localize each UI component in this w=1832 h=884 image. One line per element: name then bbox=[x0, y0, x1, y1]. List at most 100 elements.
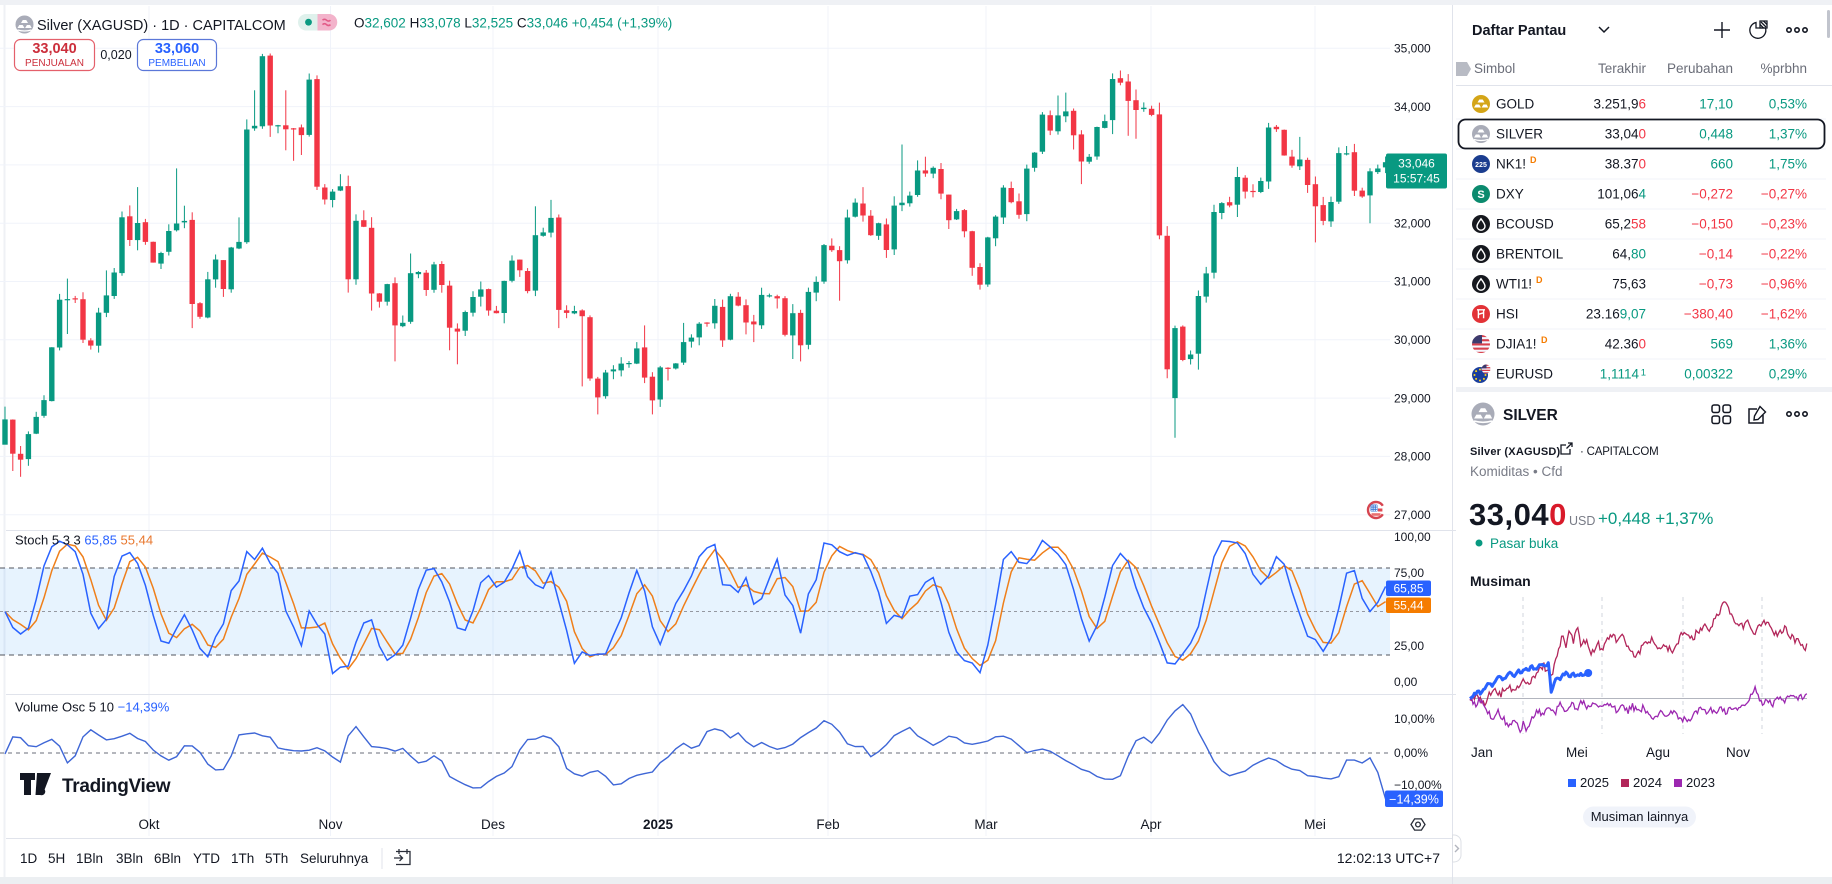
svg-text:Terakhir: Terakhir bbox=[1598, 61, 1647, 76]
svg-text:1,37%: 1,37% bbox=[1769, 127, 1807, 142]
svg-text:225: 225 bbox=[1475, 162, 1487, 169]
svg-text:DJIA1!: DJIA1! bbox=[1496, 337, 1537, 352]
svg-text:Nov: Nov bbox=[1726, 745, 1750, 760]
svg-text:33,040: 33,040 bbox=[32, 41, 76, 57]
svg-text:SILVER: SILVER bbox=[1503, 407, 1558, 424]
svg-text:25,00: 25,00 bbox=[1394, 639, 1424, 653]
svg-text:Mei: Mei bbox=[1304, 817, 1326, 832]
svg-text:S: S bbox=[1477, 189, 1484, 201]
svg-text:+0,448 +1,37%: +0,448 +1,37% bbox=[1598, 509, 1713, 528]
svg-text:27,000: 27,000 bbox=[1394, 508, 1431, 522]
svg-text:15:57:45: 15:57:45 bbox=[1393, 172, 1440, 186]
svg-text:NK1!: NK1! bbox=[1496, 157, 1526, 172]
svg-text:33,040: 33,040 bbox=[1605, 127, 1646, 142]
svg-text:660: 660 bbox=[1710, 157, 1733, 172]
svg-text:1Bln: 1Bln bbox=[76, 851, 103, 866]
svg-text:Musiman: Musiman bbox=[1470, 573, 1531, 589]
svg-text:DXY: DXY bbox=[1496, 187, 1524, 202]
svg-text:Komiditas • Cfd: Komiditas • Cfd bbox=[1470, 464, 1563, 479]
svg-text:TradingView: TradingView bbox=[62, 776, 171, 797]
svg-text:Seluruhnya: Seluruhnya bbox=[300, 851, 369, 866]
svg-text:−0,96%: −0,96% bbox=[1761, 277, 1807, 292]
svg-text:64,80: 64,80 bbox=[1612, 247, 1646, 262]
svg-text:%prbhn: %prbhn bbox=[1760, 61, 1807, 76]
svg-text:0,00%: 0,00% bbox=[1394, 746, 1428, 760]
svg-text:101,064: 101,064 bbox=[1597, 187, 1646, 202]
svg-text:D: D bbox=[1530, 155, 1537, 165]
svg-text:1D: 1D bbox=[20, 851, 38, 866]
svg-text:6Bln: 6Bln bbox=[154, 851, 181, 866]
svg-text:3Bln: 3Bln bbox=[116, 851, 143, 866]
svg-text:HSI: HSI bbox=[1496, 307, 1519, 322]
svg-text:0,53%: 0,53% bbox=[1769, 97, 1807, 112]
svg-text:−0,23%: −0,23% bbox=[1761, 217, 1807, 232]
svg-text:0,29%: 0,29% bbox=[1769, 367, 1807, 382]
svg-text:−1,62%: −1,62% bbox=[1761, 307, 1807, 322]
svg-text:33,060: 33,060 bbox=[155, 41, 199, 57]
svg-text:17,10: 17,10 bbox=[1699, 97, 1733, 112]
svg-text:GOLD: GOLD bbox=[1496, 97, 1535, 112]
svg-text:0,020: 0,020 bbox=[100, 48, 131, 62]
svg-text:35,000: 35,000 bbox=[1394, 42, 1431, 56]
svg-text:Agu: Agu bbox=[1646, 745, 1670, 760]
svg-text:BRENTOIL: BRENTOIL bbox=[1496, 247, 1564, 262]
svg-text:1,75%: 1,75% bbox=[1769, 157, 1807, 172]
svg-text:−0,14: −0,14 bbox=[1699, 247, 1734, 262]
svg-text:5Th: 5Th bbox=[265, 851, 288, 866]
svg-text:1,1114: 1,1114 bbox=[1600, 367, 1640, 382]
svg-text:Nov: Nov bbox=[318, 817, 342, 832]
svg-text:23.169,07: 23.169,07 bbox=[1586, 307, 1646, 322]
svg-text:2025: 2025 bbox=[643, 817, 674, 832]
svg-text:−0,272: −0,272 bbox=[1691, 187, 1733, 202]
svg-text:5H: 5H bbox=[48, 851, 65, 866]
svg-text:Silver (XAGUSD): Silver (XAGUSD) bbox=[1470, 446, 1561, 458]
svg-text:Okt: Okt bbox=[138, 817, 159, 832]
svg-text:100,00: 100,00 bbox=[1394, 530, 1431, 544]
svg-text:0,00: 0,00 bbox=[1394, 675, 1418, 689]
svg-text:−0,27%: −0,27% bbox=[1761, 187, 1807, 202]
svg-text:−380,40: −380,40 bbox=[1684, 307, 1733, 322]
svg-text:YTD: YTD bbox=[193, 851, 220, 866]
svg-text:Perubahan: Perubahan bbox=[1667, 61, 1733, 76]
svg-text:Mei: Mei bbox=[1566, 745, 1588, 760]
svg-text:569: 569 bbox=[1710, 337, 1733, 352]
svg-text:65,85: 65,85 bbox=[1393, 582, 1423, 596]
svg-text:−10,00%: −10,00% bbox=[1394, 778, 1442, 792]
svg-text:34,000: 34,000 bbox=[1394, 100, 1431, 114]
svg-text:30,000: 30,000 bbox=[1394, 333, 1431, 347]
svg-text:32,000: 32,000 bbox=[1394, 216, 1431, 230]
svg-text:1: 1 bbox=[1641, 368, 1646, 379]
svg-text:10,00%: 10,00% bbox=[1394, 712, 1435, 726]
svg-text:Stoch 5 3 3 65,85 55,44: Stoch 5 3 3 65,85 55,44 bbox=[15, 533, 153, 548]
svg-text:Musiman lainnya: Musiman lainnya bbox=[1591, 809, 1689, 824]
svg-text:· CAPITALCOM: · CAPITALCOM bbox=[1580, 446, 1659, 458]
svg-text:Pasar buka: Pasar buka bbox=[1490, 536, 1559, 551]
svg-text:75,63: 75,63 bbox=[1612, 277, 1646, 292]
svg-text:2024: 2024 bbox=[1633, 775, 1662, 790]
svg-text:28,000: 28,000 bbox=[1394, 450, 1431, 464]
svg-text:−0,150: −0,150 bbox=[1691, 217, 1733, 232]
svg-text:Daftar Pantau: Daftar Pantau bbox=[1472, 23, 1566, 39]
svg-text:EURUSD: EURUSD bbox=[1496, 367, 1553, 382]
svg-text:Silver (XAGUSD) · 1D · CAPITAL: Silver (XAGUSD) · 1D · CAPITALCOM bbox=[37, 18, 286, 34]
svg-text:33,040: 33,040 bbox=[1469, 497, 1567, 532]
svg-text:2023: 2023 bbox=[1686, 775, 1715, 790]
svg-text:42.360: 42.360 bbox=[1605, 337, 1646, 352]
svg-text:Apr: Apr bbox=[1140, 817, 1162, 832]
svg-text:3.251,96: 3.251,96 bbox=[1593, 97, 1646, 112]
svg-text:31,000: 31,000 bbox=[1394, 275, 1431, 289]
svg-text:38.370: 38.370 bbox=[1605, 157, 1646, 172]
svg-text:0,00322: 0,00322 bbox=[1684, 367, 1733, 382]
svg-text:PENJUALAN: PENJUALAN bbox=[25, 58, 84, 69]
svg-text:−0,73: −0,73 bbox=[1699, 277, 1733, 292]
svg-text:Volume Osc 5 10 −14,39%: Volume Osc 5 10 −14,39% bbox=[15, 700, 170, 715]
svg-text:D: D bbox=[1541, 335, 1548, 345]
svg-text:−14,39%: −14,39% bbox=[1389, 793, 1439, 807]
svg-text:29,000: 29,000 bbox=[1394, 391, 1431, 405]
svg-text:Feb: Feb bbox=[816, 817, 839, 832]
svg-text:Mar: Mar bbox=[974, 817, 998, 832]
svg-text:Jan: Jan bbox=[1471, 745, 1493, 760]
svg-text:Des: Des bbox=[481, 817, 505, 832]
svg-text:USD: USD bbox=[1569, 514, 1595, 528]
svg-text:WTI1!: WTI1! bbox=[1496, 277, 1532, 292]
